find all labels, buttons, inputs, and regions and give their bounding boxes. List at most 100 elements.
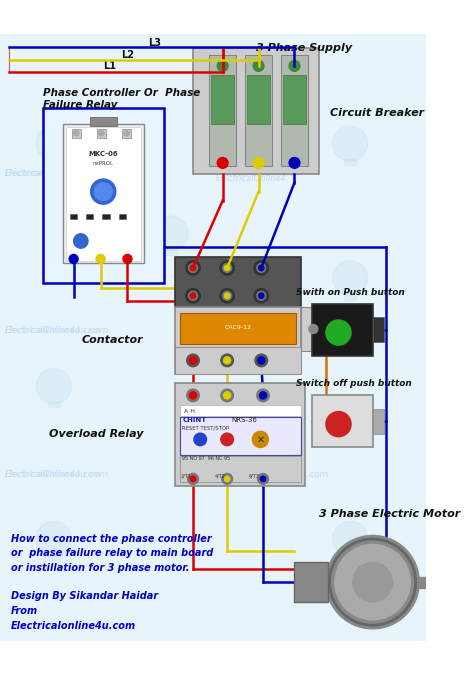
Bar xyxy=(344,554,356,560)
Bar xyxy=(175,257,301,306)
Circle shape xyxy=(36,126,72,161)
Bar xyxy=(97,129,106,138)
Bar xyxy=(180,456,301,481)
Bar xyxy=(293,562,328,602)
Text: 3 Phase Electric Motor: 3 Phase Electric Motor xyxy=(319,510,460,519)
Circle shape xyxy=(222,474,233,484)
Bar xyxy=(164,248,177,254)
Text: CHINT: CHINT xyxy=(182,417,207,423)
Circle shape xyxy=(326,412,351,437)
Circle shape xyxy=(186,261,200,275)
Circle shape xyxy=(259,293,264,298)
Text: ElectricalOnline4u.com: ElectricalOnline4u.com xyxy=(4,470,101,479)
Circle shape xyxy=(221,389,233,402)
Text: RESET TEST/STOP: RESET TEST/STOP xyxy=(182,425,229,431)
Text: ElectricalOnline4u.com: ElectricalOnline4u.com xyxy=(225,470,328,479)
Circle shape xyxy=(326,535,419,629)
Circle shape xyxy=(73,130,79,136)
Circle shape xyxy=(225,477,230,481)
Circle shape xyxy=(224,392,231,399)
Circle shape xyxy=(260,477,266,481)
Circle shape xyxy=(73,234,88,248)
Circle shape xyxy=(191,265,196,271)
Bar xyxy=(374,409,384,434)
Text: L1: L1 xyxy=(103,61,116,71)
Bar xyxy=(175,383,305,486)
Bar xyxy=(47,401,60,408)
Bar xyxy=(47,159,60,165)
Circle shape xyxy=(217,157,228,168)
Circle shape xyxy=(223,263,232,273)
Circle shape xyxy=(99,130,104,136)
Text: How to connect the phase controller
or  phase failure relay to main board
or ins: How to connect the phase controller or p… xyxy=(11,534,213,573)
Text: 4/T2: 4/T2 xyxy=(215,473,226,478)
Circle shape xyxy=(259,265,264,271)
Bar xyxy=(344,294,356,300)
Text: MKC-06: MKC-06 xyxy=(89,151,118,157)
Text: ✕: ✕ xyxy=(256,435,264,444)
Text: 2/T1: 2/T1 xyxy=(181,473,191,478)
Bar xyxy=(180,405,301,416)
Circle shape xyxy=(187,354,199,367)
Text: CAC9-12: CAC9-12 xyxy=(224,325,251,330)
Circle shape xyxy=(333,396,368,431)
Circle shape xyxy=(36,369,72,404)
Bar xyxy=(175,306,301,374)
Circle shape xyxy=(69,254,78,263)
Bar xyxy=(102,214,109,219)
Text: Phase Controller Or  Phase
Failure Relay: Phase Controller Or Phase Failure Relay xyxy=(43,88,201,110)
Bar xyxy=(312,304,374,356)
Circle shape xyxy=(258,357,265,364)
Text: Elec: Elec xyxy=(216,326,233,335)
Circle shape xyxy=(252,431,268,448)
Circle shape xyxy=(253,61,264,72)
Bar xyxy=(63,124,144,263)
Text: ElectricalOnline4u.com: ElectricalOnline4u.com xyxy=(4,169,101,178)
Text: A H: A H xyxy=(184,409,195,414)
Circle shape xyxy=(253,157,264,168)
Bar xyxy=(301,306,326,352)
Circle shape xyxy=(225,265,230,271)
Circle shape xyxy=(223,291,232,300)
Circle shape xyxy=(36,521,72,556)
Circle shape xyxy=(153,216,188,251)
Circle shape xyxy=(220,289,234,303)
Text: ElectricalOnline4: ElectricalOnline4 xyxy=(225,169,301,178)
Circle shape xyxy=(91,179,116,204)
Circle shape xyxy=(186,289,200,303)
Circle shape xyxy=(217,61,228,72)
Circle shape xyxy=(191,477,196,481)
Text: L3: L3 xyxy=(148,38,161,48)
Circle shape xyxy=(254,289,268,303)
Text: ElectricalOnline4u.com: ElectricalOnline4u.com xyxy=(4,470,109,479)
Bar xyxy=(118,214,126,219)
Circle shape xyxy=(335,545,410,620)
Circle shape xyxy=(96,254,105,263)
Circle shape xyxy=(257,263,266,273)
Circle shape xyxy=(257,389,269,402)
Bar xyxy=(65,127,141,261)
Text: Overload Relay: Overload Relay xyxy=(49,429,144,439)
Circle shape xyxy=(221,433,233,446)
Text: ElectricalOnline4u.com: ElectricalOnline4u.com xyxy=(4,169,109,178)
Bar xyxy=(70,214,77,219)
Text: 95 NO 97  96 NC 95: 95 NO 97 96 NC 95 xyxy=(182,456,230,461)
Circle shape xyxy=(333,261,368,296)
Bar xyxy=(180,313,296,344)
Bar xyxy=(122,129,131,138)
Text: ElectricalOnline4u.com: ElectricalOnline4u.com xyxy=(4,326,101,335)
Circle shape xyxy=(220,261,234,275)
Bar xyxy=(419,576,446,587)
Text: Circuit Breaker: Circuit Breaker xyxy=(330,109,425,119)
Circle shape xyxy=(221,354,233,367)
Circle shape xyxy=(333,521,368,556)
Circle shape xyxy=(255,354,267,367)
Circle shape xyxy=(189,263,198,273)
Bar xyxy=(86,214,93,219)
Text: 6/T3: 6/T3 xyxy=(249,473,260,478)
Bar xyxy=(180,417,301,455)
Circle shape xyxy=(188,474,199,484)
Bar xyxy=(47,554,60,560)
Text: ElectricalOnline4u.com: ElectricalOnline4u.com xyxy=(4,326,109,335)
Bar xyxy=(175,347,301,374)
